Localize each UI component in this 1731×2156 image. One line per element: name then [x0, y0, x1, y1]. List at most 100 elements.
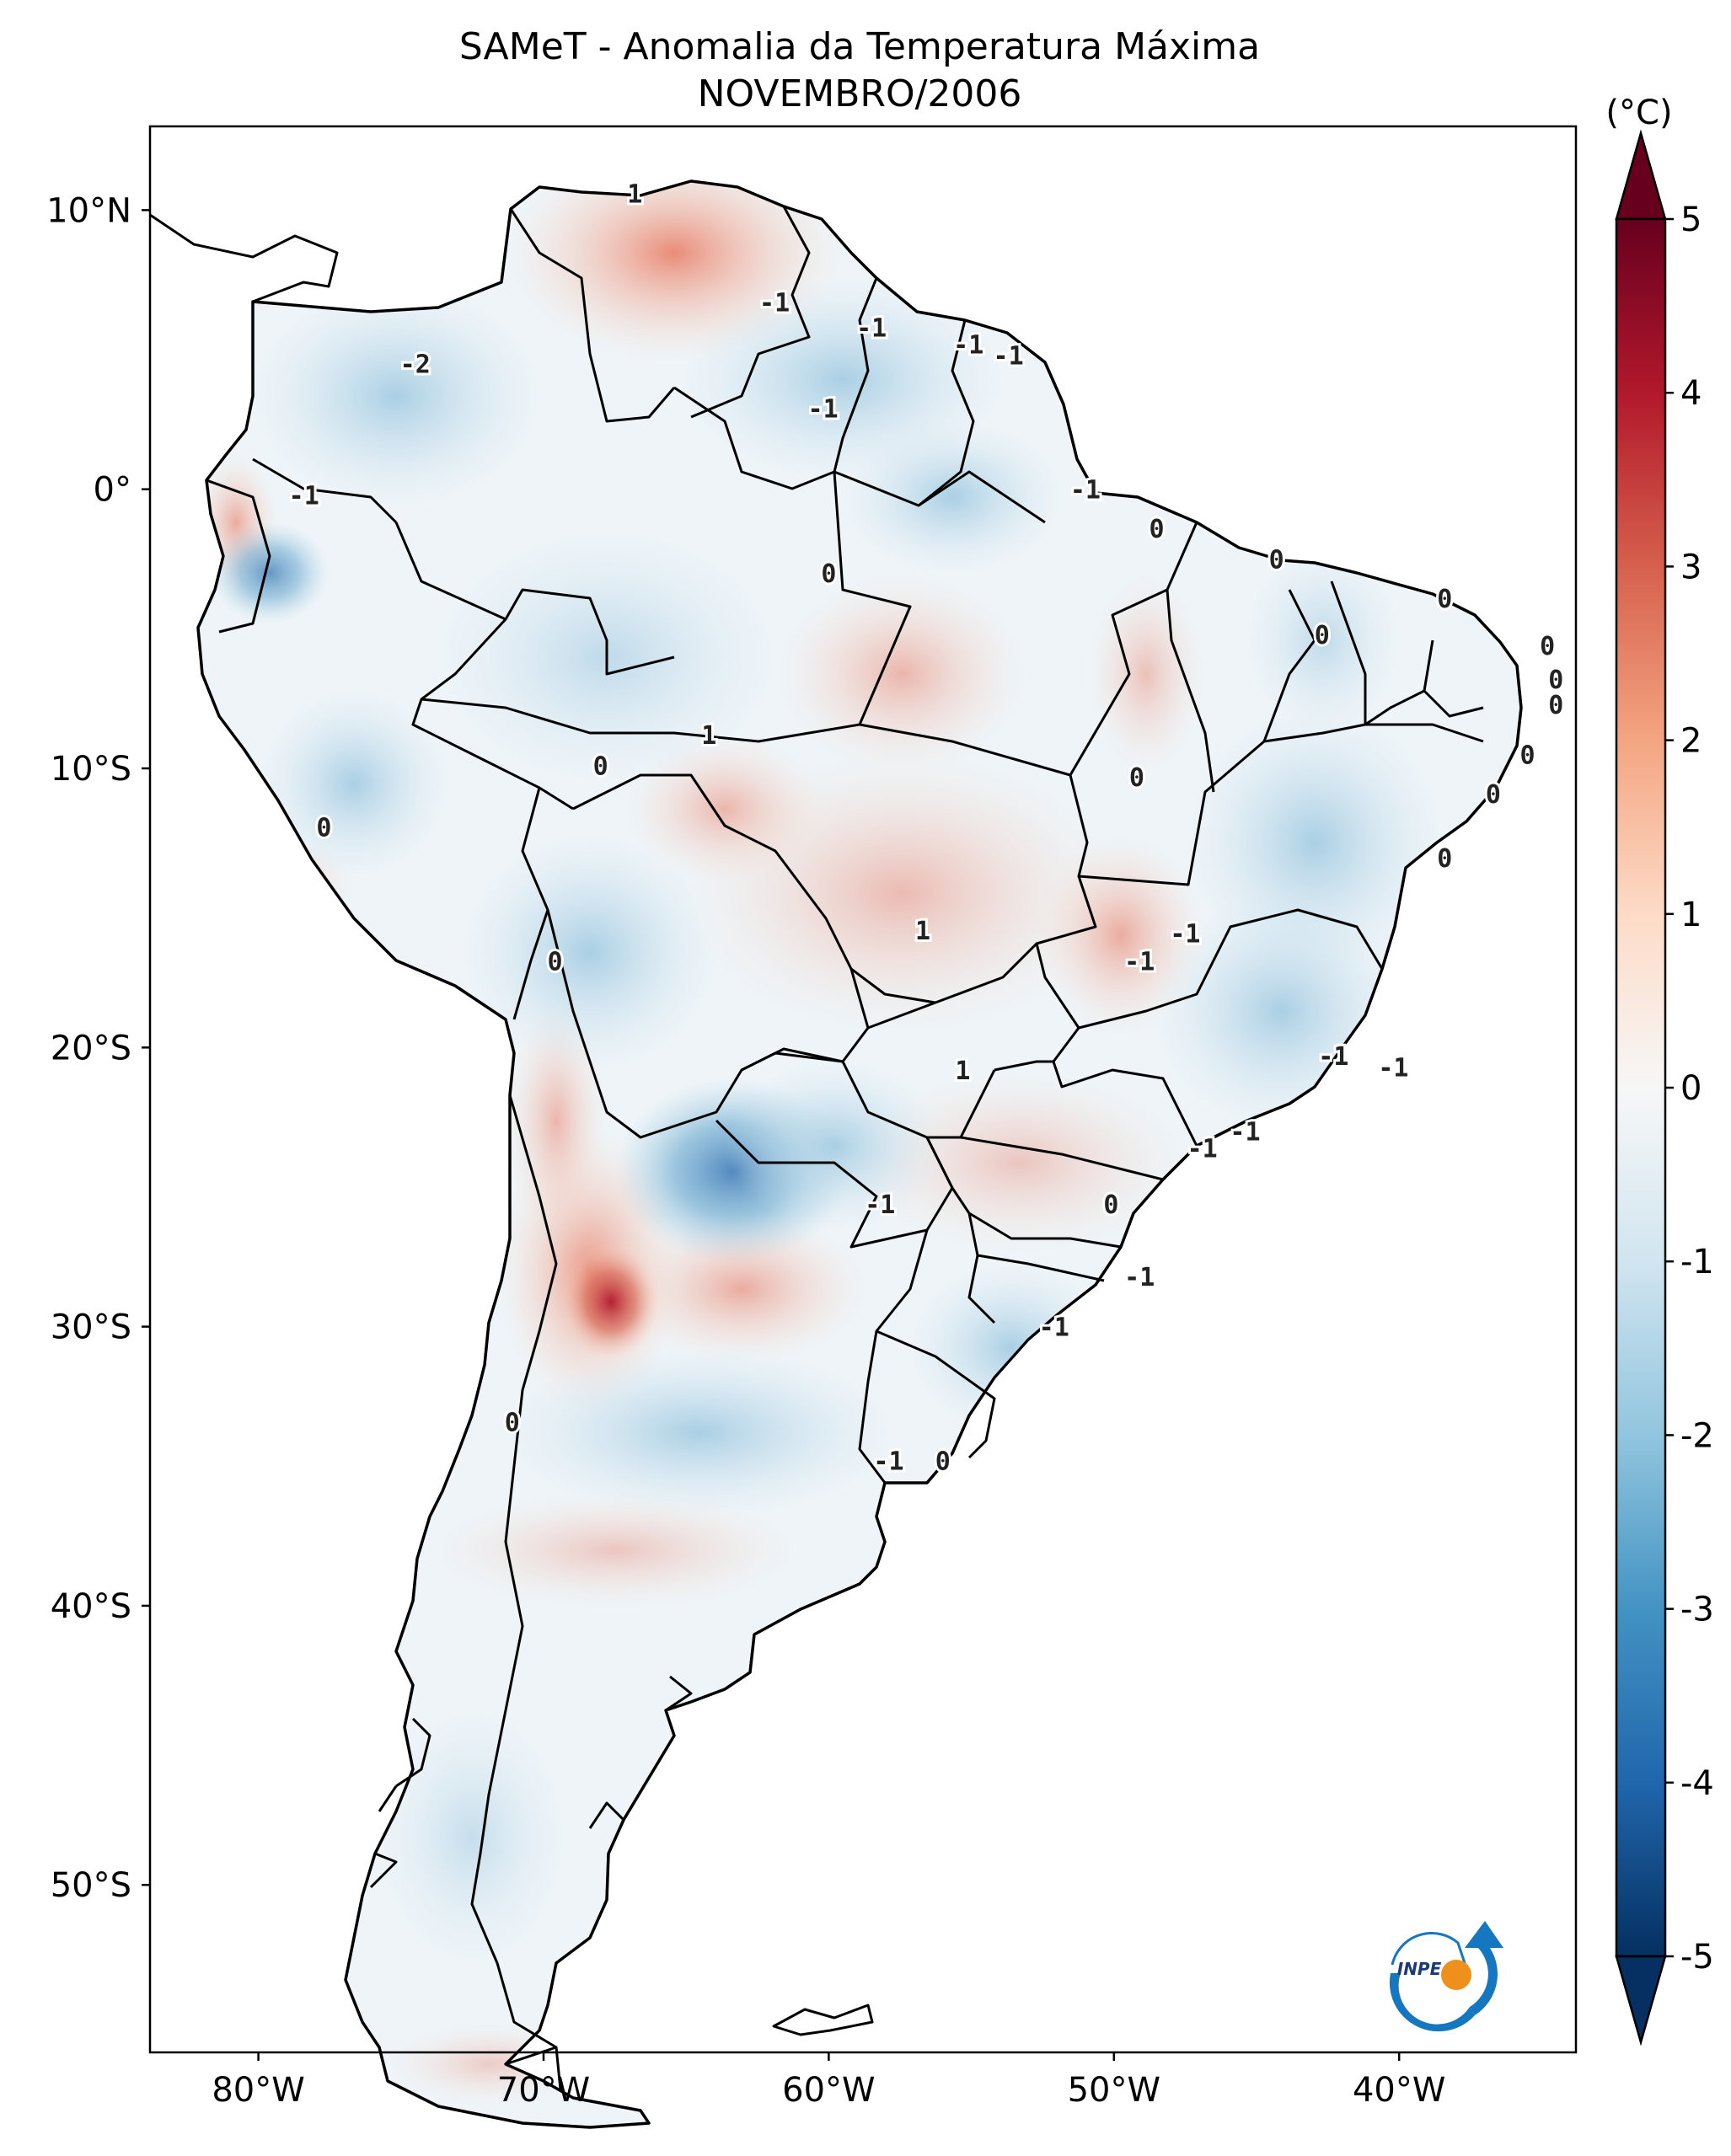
map-title: SAMeT - Anomalia da Temperatura Máxima — [459, 25, 1260, 68]
contour-label: -1 — [1318, 1042, 1348, 1072]
border-brazil-states-southeast — [925, 1069, 1164, 1324]
colorbar-tick-label: -2 — [1680, 1416, 1714, 1455]
border-ecuador-peru — [206, 479, 271, 634]
anomaly-cool-peru — [261, 691, 447, 876]
inpe-logo-dot-icon — [1441, 1960, 1471, 1990]
lon-tick-label: 60°W — [782, 2071, 875, 2110]
contour-label: 1 — [955, 1057, 970, 1086]
lat-tick-label: 10°S — [51, 750, 131, 789]
central-america-coast — [149, 213, 339, 303]
contour-label: -1 — [953, 330, 983, 360]
colorbar-tick-label: -5 — [1680, 1938, 1714, 1977]
colorbar-tick-label: 3 — [1680, 548, 1702, 586]
border-bolivia-brazil — [572, 773, 870, 1062]
coastline — [196, 179, 1523, 2129]
contour-label: 0 — [1315, 621, 1330, 650]
contour-label: -1 — [994, 342, 1024, 372]
border-colombia-venezuela — [509, 208, 676, 423]
colorbar-min-extension — [1615, 1955, 1667, 2046]
contour-label: -1 — [1170, 919, 1200, 949]
colorbar: (°C) 5 4 3 2 1 0 -1 -2 -3 -4 -5 — [1605, 94, 1714, 2046]
contour-label: 1 — [701, 721, 716, 751]
contour-label: -1 — [865, 1190, 895, 1220]
contour-label: -1 — [1070, 476, 1101, 506]
border-brazil-states-north — [421, 471, 912, 743]
border-patagonia-argentina — [588, 1675, 693, 1829]
contour-label: 0 — [1548, 691, 1563, 720]
contour-label: 0 — [1103, 1190, 1118, 1220]
colorbar-tick-label: 5 — [1680, 201, 1702, 239]
contour-label: -1 — [873, 1447, 903, 1477]
lat-tick-label: 50°S — [51, 1866, 131, 1905]
lon-tick-label: 50°W — [1068, 2071, 1160, 2110]
border-paraguay — [715, 1047, 954, 1249]
contour-label: 0 — [547, 948, 562, 977]
contour-label: 0 — [1486, 780, 1501, 810]
border-colombia-peru-brazil — [394, 522, 675, 676]
colorbar-tick-label: 0 — [1680, 1069, 1702, 1108]
anomaly-cool-buenos-aires — [506, 1348, 893, 1517]
contour-label: -1 — [856, 314, 887, 344]
contour-label: -1 — [1124, 1263, 1155, 1292]
anomaly-shading — [198, 181, 1441, 2106]
colorbar-gradient — [1616, 219, 1665, 1956]
lon-tick-label: 40°W — [1353, 2071, 1445, 2110]
anomaly-cool-patagonia — [379, 1710, 565, 1963]
political-boundaries — [149, 179, 1523, 2129]
contour-label: -1 — [289, 481, 319, 511]
contour-label: 0 — [1437, 585, 1452, 614]
falkland-islands — [772, 2004, 874, 2036]
contour-label: -2 — [400, 350, 431, 380]
border-chile-coast-islands — [369, 1717, 431, 1889]
colorbar-ticks: 5 4 3 2 1 0 -1 -2 -3 -4 -5 — [1665, 201, 1714, 1977]
contour-label: 0 — [316, 814, 331, 843]
inpe-logo-arrow-icon — [1465, 1921, 1503, 2015]
lat-tick-label: 0° — [94, 471, 131, 510]
inpe-logo-arc-icon — [1389, 1973, 1475, 2032]
map-subtitle: NOVEMBRO/2006 — [698, 72, 1022, 115]
colorbar-tick-label: -3 — [1680, 1591, 1714, 1629]
colorbar-tick-label: 2 — [1680, 722, 1702, 761]
contour-label: 0 — [1150, 515, 1165, 544]
anomaly-hot-la-rioja — [560, 1243, 662, 1361]
contour-label: -1 — [1230, 1118, 1260, 1148]
lon-tick-label: 80°W — [212, 2071, 304, 2110]
border-suriname-guiana — [918, 319, 975, 507]
anomaly-warm-central-amazon — [775, 573, 1028, 775]
contour-label: 0 — [1519, 741, 1535, 770]
colorbar-unit-label: (°C) — [1605, 94, 1672, 132]
contour-label: 1 — [915, 917, 930, 946]
border-guyana-suriname — [833, 277, 878, 473]
border-chile-argentina — [470, 1094, 558, 2049]
border-brazil-states-northeast — [1069, 723, 1484, 886]
lat-tick-label: 20°S — [51, 1029, 131, 1067]
contour-label: -1 — [808, 395, 839, 425]
contour-label: 0 — [1437, 844, 1452, 874]
anomaly-cool-colombia — [253, 286, 539, 506]
colorbar-tick-label: -1 — [1680, 1243, 1714, 1281]
contour-label: 0 — [1129, 763, 1144, 793]
border-brazil-states-piaui — [1166, 580, 1484, 793]
contour-label: -1 — [1039, 1313, 1069, 1343]
lat-tick-label: 40°S — [51, 1587, 131, 1626]
contour-label: -1 — [1187, 1135, 1218, 1164]
border-venezuela-guyana — [690, 206, 811, 419]
border-argentina-uruguay-brazil — [858, 1229, 929, 1484]
contour-label: 1 — [627, 180, 642, 210]
border-uruguay — [876, 1329, 996, 1459]
contour-label: 0 — [935, 1447, 951, 1477]
contour-label: 0 — [593, 752, 608, 782]
contour-label: 0 — [1548, 666, 1563, 695]
anomaly-cool-bolivia — [464, 834, 716, 1070]
contour-label: -1 — [1378, 1053, 1408, 1083]
colorbar-tick-label: 4 — [1680, 374, 1702, 413]
contour-label: 0 — [1540, 632, 1555, 661]
colorbar-tick-label: 1 — [1680, 896, 1702, 934]
lon-tick-label: 70°W — [497, 2071, 590, 2110]
inpe-logo: INPE — [1389, 1921, 1503, 2032]
contour-label: 0 — [821, 559, 836, 589]
map-frame — [148, 125, 1578, 2054]
